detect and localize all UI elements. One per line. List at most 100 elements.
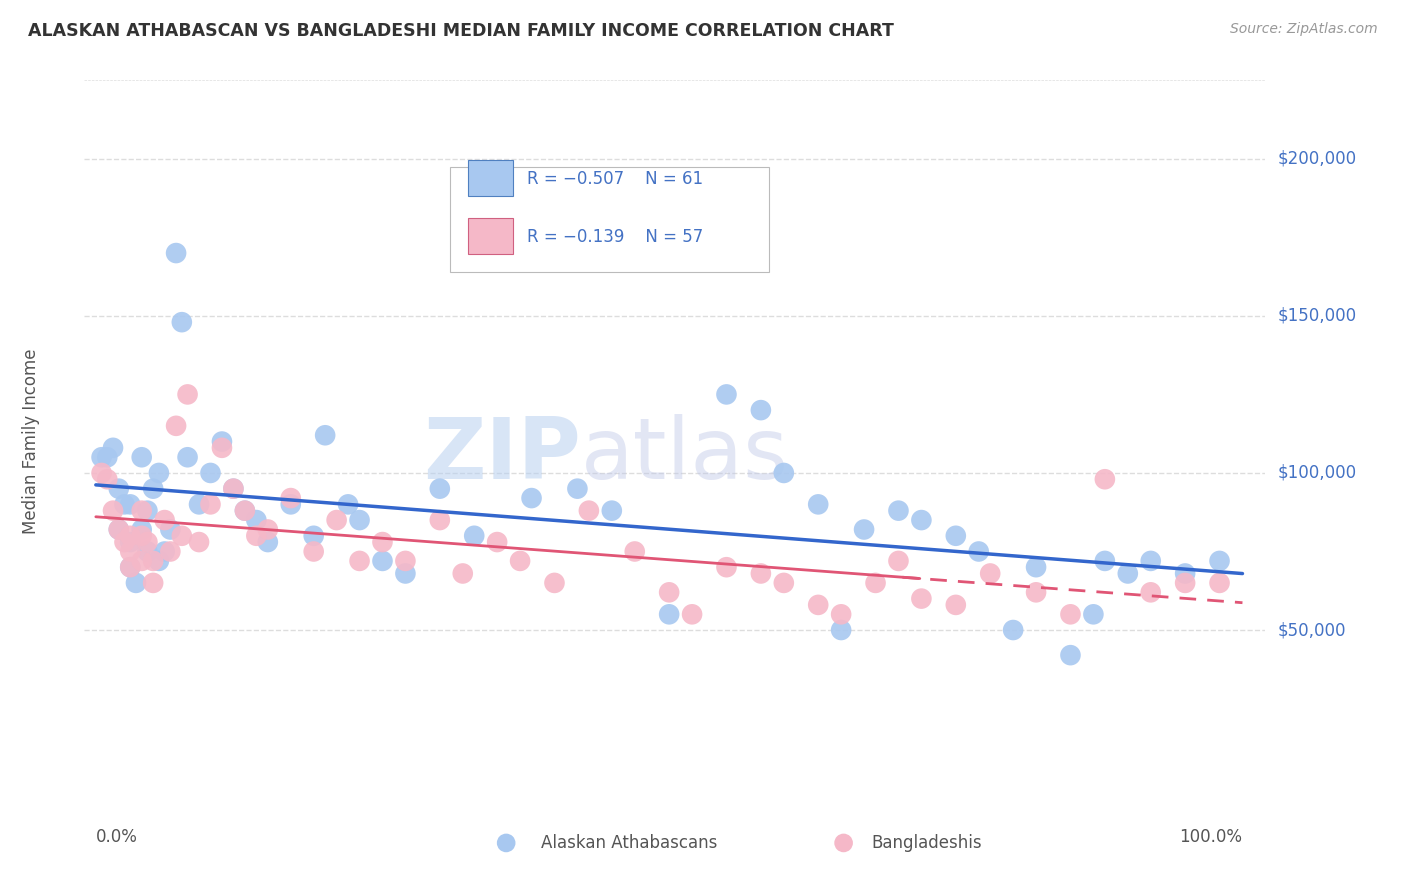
Point [394, 566, 416, 581]
Point [280, 497, 302, 511]
Point [716, 387, 738, 401]
Point [772, 575, 794, 590]
Point [945, 529, 967, 543]
Text: 100.0%: 100.0% [1180, 828, 1243, 846]
Point [807, 598, 830, 612]
Point [600, 503, 623, 517]
Point [509, 554, 531, 568]
Point [832, 836, 855, 850]
Point [520, 491, 543, 505]
Text: ZIP: ZIP [423, 415, 581, 498]
Point [910, 513, 932, 527]
Point [1116, 566, 1139, 581]
Point [394, 554, 416, 568]
Text: $150,000: $150,000 [1277, 307, 1357, 325]
Point [681, 607, 703, 622]
FancyBboxPatch shape [468, 218, 513, 253]
Point [495, 836, 517, 850]
Point [1083, 607, 1105, 622]
Text: R = −0.507    N = 61: R = −0.507 N = 61 [527, 170, 703, 188]
Point [1139, 554, 1161, 568]
Point [1059, 648, 1081, 662]
Point [131, 523, 153, 537]
FancyBboxPatch shape [450, 167, 769, 272]
Point [159, 523, 181, 537]
Point [120, 560, 142, 574]
Point [463, 529, 485, 543]
Text: atlas: atlas [581, 415, 789, 498]
Point [142, 554, 165, 568]
Point [1025, 560, 1047, 574]
Point [165, 418, 187, 433]
Point [131, 529, 153, 543]
Point [148, 466, 170, 480]
Point [1139, 585, 1161, 599]
Point [830, 623, 852, 637]
Point [96, 472, 118, 486]
Text: $100,000: $100,000 [1277, 464, 1357, 482]
Text: Source: ZipAtlas.com: Source: ZipAtlas.com [1230, 22, 1378, 37]
Point [1174, 575, 1197, 590]
Point [148, 554, 170, 568]
Point [170, 315, 193, 329]
Point [349, 513, 371, 527]
Point [131, 450, 153, 465]
Point [176, 450, 198, 465]
Point [165, 246, 187, 260]
Point [114, 497, 136, 511]
Point [101, 503, 124, 517]
Point [543, 575, 565, 590]
Point [245, 513, 267, 527]
Point [170, 529, 193, 543]
Point [325, 513, 347, 527]
Text: $200,000: $200,000 [1277, 150, 1357, 168]
Point [233, 503, 256, 517]
Text: R = −0.139    N = 57: R = −0.139 N = 57 [527, 228, 703, 246]
Point [371, 554, 394, 568]
Point [623, 544, 645, 558]
Point [107, 523, 129, 537]
Point [90, 466, 112, 480]
Point [887, 503, 910, 517]
Point [1174, 566, 1197, 581]
Point [979, 566, 1001, 581]
Point [1208, 554, 1230, 568]
Point [772, 466, 794, 480]
Point [101, 441, 124, 455]
Point [853, 523, 876, 537]
Point [302, 544, 325, 558]
Point [136, 535, 159, 549]
Point [153, 513, 176, 527]
Point [1094, 554, 1116, 568]
Point [486, 535, 509, 549]
Point [256, 523, 278, 537]
Point [371, 535, 394, 549]
Point [349, 554, 371, 568]
Point [233, 503, 256, 517]
Point [120, 535, 142, 549]
Point [200, 466, 222, 480]
Point [142, 575, 165, 590]
Point [90, 450, 112, 465]
Point [429, 482, 451, 496]
Point [222, 482, 245, 496]
Point [211, 441, 233, 455]
Text: Median Family Income: Median Family Income [22, 349, 41, 534]
FancyBboxPatch shape [468, 160, 513, 196]
Point [658, 585, 681, 599]
Point [131, 554, 153, 568]
Point [567, 482, 589, 496]
Point [131, 503, 153, 517]
Point [945, 598, 967, 612]
Point [314, 428, 336, 442]
Point [120, 544, 142, 558]
Point [188, 535, 211, 549]
Point [114, 535, 136, 549]
Text: ALASKAN ATHABASCAN VS BANGLADESHI MEDIAN FAMILY INCOME CORRELATION CHART: ALASKAN ATHABASCAN VS BANGLADESHI MEDIAN… [28, 22, 894, 40]
Point [136, 503, 159, 517]
Point [749, 566, 772, 581]
Point [967, 544, 990, 558]
Point [153, 544, 176, 558]
Point [429, 513, 451, 527]
Point [245, 529, 267, 543]
